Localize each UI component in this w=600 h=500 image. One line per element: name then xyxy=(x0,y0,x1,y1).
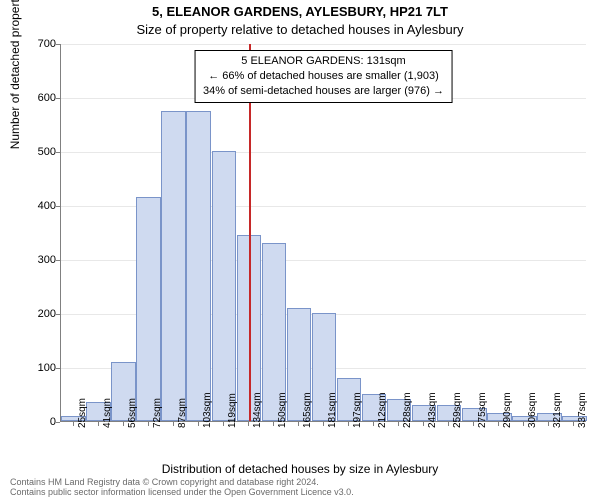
x-tick-label: 181sqm xyxy=(327,392,338,428)
chart-title-address: 5, ELEANOR GARDENS, AYLESBURY, HP21 7LT xyxy=(0,4,600,19)
x-tick-mark xyxy=(323,422,324,426)
x-tick-label: 228sqm xyxy=(402,392,413,428)
x-tick-mark xyxy=(373,422,374,426)
chart-container: 5, ELEANOR GARDENS, AYLESBURY, HP21 7LT … xyxy=(0,0,600,500)
x-tick-label: 56sqm xyxy=(127,398,138,428)
y-tick-mark xyxy=(56,44,60,45)
grid-line xyxy=(61,44,586,45)
y-tick-mark xyxy=(56,206,60,207)
x-tick-mark xyxy=(273,422,274,426)
x-tick-mark xyxy=(573,422,574,426)
x-tick-label: 321sqm xyxy=(552,392,563,428)
x-tick-label: 290sqm xyxy=(502,392,513,428)
info-box-line2: ← 66% of detached houses are smaller (1,… xyxy=(203,69,444,84)
y-tick-label: 100 xyxy=(16,362,56,374)
y-tick-mark xyxy=(56,368,60,369)
info-box-line1: 5 ELEANOR GARDENS: 131sqm xyxy=(203,54,444,69)
histogram-bar xyxy=(161,111,186,422)
y-tick-mark xyxy=(56,422,60,423)
x-tick-mark xyxy=(473,422,474,426)
x-tick-label: 25sqm xyxy=(77,398,88,428)
x-tick-mark xyxy=(73,422,74,426)
x-tick-mark xyxy=(298,422,299,426)
chart-title-description: Size of property relative to detached ho… xyxy=(0,22,600,37)
y-tick-mark xyxy=(56,152,60,153)
x-tick-label: 337sqm xyxy=(577,392,588,428)
y-tick-label: 300 xyxy=(16,254,56,266)
x-tick-label: 165sqm xyxy=(302,392,313,428)
x-tick-mark xyxy=(523,422,524,426)
x-tick-label: 259sqm xyxy=(452,392,463,428)
x-tick-mark xyxy=(123,422,124,426)
y-tick-mark xyxy=(56,260,60,261)
x-tick-label: 150sqm xyxy=(277,392,288,428)
info-box-line3: 34% of semi-detached houses are larger (… xyxy=(203,84,444,99)
x-tick-mark xyxy=(173,422,174,426)
attribution-line2: Contains public sector information licen… xyxy=(10,488,354,498)
histogram-bar xyxy=(186,111,211,422)
plot-area: 5 ELEANOR GARDENS: 131sqm ← 66% of detac… xyxy=(60,44,586,422)
x-tick-mark xyxy=(348,422,349,426)
x-tick-label: 243sqm xyxy=(427,392,438,428)
y-axis-label: Number of detached properties xyxy=(8,0,22,149)
x-axis-label: Distribution of detached houses by size … xyxy=(0,462,600,476)
y-tick-label: 200 xyxy=(16,308,56,320)
x-tick-label: 306sqm xyxy=(527,392,538,428)
y-tick-label: 500 xyxy=(16,146,56,158)
x-tick-label: 275sqm xyxy=(477,392,488,428)
x-tick-label: 87sqm xyxy=(177,398,188,428)
x-tick-label: 212sqm xyxy=(377,392,388,428)
x-tick-mark xyxy=(148,422,149,426)
y-tick-mark xyxy=(56,98,60,99)
x-tick-mark xyxy=(248,422,249,426)
x-tick-label: 103sqm xyxy=(202,392,213,428)
y-tick-label: 400 xyxy=(16,200,56,212)
grid-line xyxy=(61,152,586,153)
x-tick-mark xyxy=(398,422,399,426)
x-tick-mark xyxy=(98,422,99,426)
x-tick-mark xyxy=(223,422,224,426)
x-tick-mark xyxy=(448,422,449,426)
x-tick-label: 72sqm xyxy=(152,398,163,428)
y-tick-label: 0 xyxy=(16,416,56,428)
x-tick-label: 134sqm xyxy=(252,392,263,428)
x-tick-label: 197sqm xyxy=(352,392,363,428)
x-tick-label: 119sqm xyxy=(227,393,238,428)
x-tick-label: 41sqm xyxy=(102,398,113,428)
y-tick-label: 600 xyxy=(16,92,56,104)
y-tick-label: 700 xyxy=(16,38,56,50)
attribution: Contains HM Land Registry data © Crown c… xyxy=(10,478,354,498)
x-tick-mark xyxy=(498,422,499,426)
info-box: 5 ELEANOR GARDENS: 131sqm ← 66% of detac… xyxy=(194,50,453,103)
y-tick-mark xyxy=(56,314,60,315)
x-tick-mark xyxy=(198,422,199,426)
x-tick-mark xyxy=(548,422,549,426)
histogram-bar xyxy=(212,151,237,421)
x-tick-mark xyxy=(423,422,424,426)
histogram-bar xyxy=(136,197,161,421)
